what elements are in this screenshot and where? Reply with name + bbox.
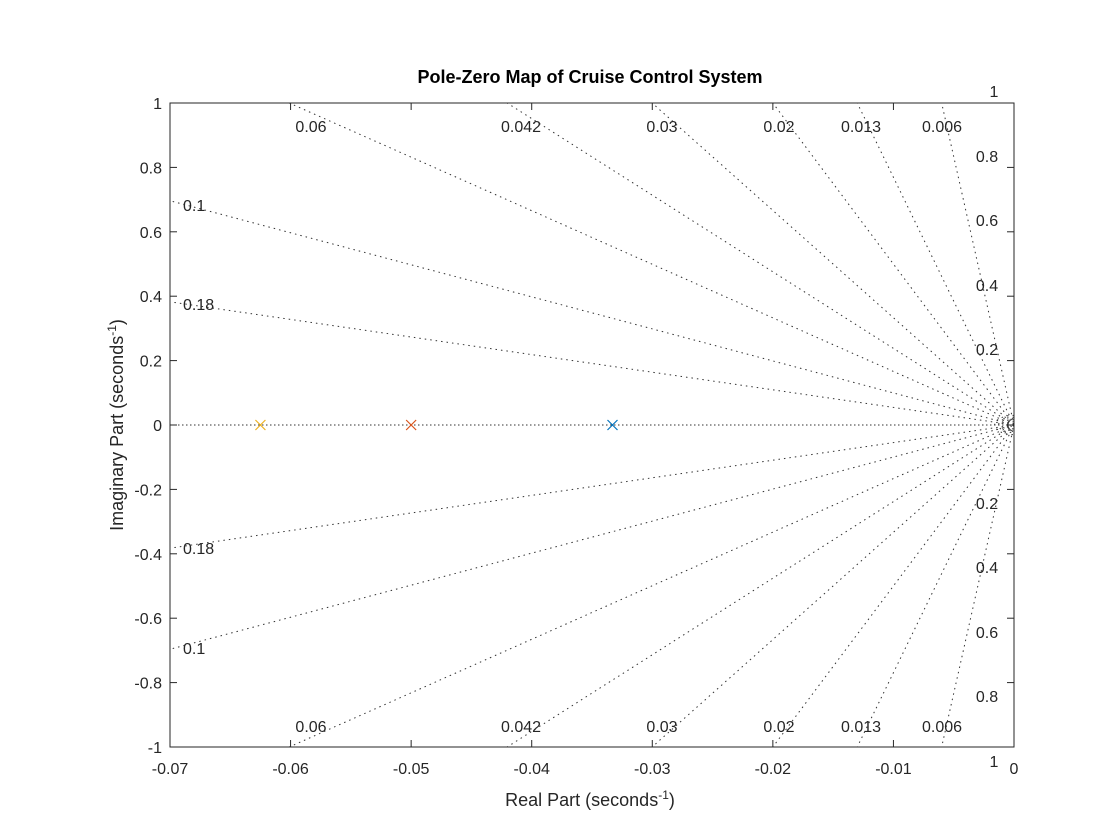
y-tick-label: -0.6 xyxy=(134,611,162,628)
damping-label-lower: 0.02 xyxy=(763,719,794,736)
frequency-label-4: 0.2 xyxy=(976,342,998,359)
damping-ray-upper-1 xyxy=(506,102,1015,426)
damping-label-upper: 0.03 xyxy=(646,119,677,136)
x-tick-label: -0.02 xyxy=(755,761,792,778)
damping-ray-upper-7 xyxy=(169,301,1015,426)
chart-title: Pole-Zero Map of Cruise Control System xyxy=(417,67,762,87)
y-tick-label: -0.2 xyxy=(134,482,162,499)
damping-label-left-upper: 0.18 xyxy=(183,297,214,314)
y-tick-label: -1 xyxy=(148,740,162,757)
damping-label-upper: 0.06 xyxy=(295,119,326,136)
damping-ray-upper-3 xyxy=(772,102,1015,426)
x-axis-label: Real Part (seconds-1) xyxy=(505,788,675,810)
x-tick-label: -0.04 xyxy=(513,761,550,778)
ticks: -0.07 -0.06 -0.05 -0.04 -0.03 -0.02 -0.01 010.8… xyxy=(134,96,1018,778)
y-axis-label-text: Imaginary Part (seconds xyxy=(107,336,127,531)
y-tick-label: -0.4 xyxy=(134,547,162,564)
frequency-label-0: 1 xyxy=(990,84,999,101)
y-axis-label-exponent: -1 xyxy=(105,325,119,336)
damping-ray-lower-0 xyxy=(289,424,1015,748)
frequency-label-7: 0.6 xyxy=(976,625,998,642)
damping-ray-upper-0 xyxy=(289,102,1015,426)
x-tick-label: 0 xyxy=(1010,761,1019,778)
damping-label-upper: 0.013 xyxy=(841,119,881,136)
damping-label-upper: 0.02 xyxy=(763,119,794,136)
frequency-label-6: 0.4 xyxy=(976,560,998,577)
y-tick-label: 0.2 xyxy=(140,354,162,371)
frequency-arc-0 xyxy=(1009,422,1015,428)
damping-ray-upper-5 xyxy=(941,102,1015,426)
damping-ray-lower-4 xyxy=(856,424,1015,748)
y-tick-label: 1 xyxy=(153,96,162,113)
y-tick-label: 0 xyxy=(153,418,162,435)
frequency-label-9: 1 xyxy=(990,754,999,771)
damping-ray-lower-3 xyxy=(772,424,1015,748)
pole-marker-stroke xyxy=(405,419,417,431)
x-tick-label: -0.07 xyxy=(152,761,189,778)
damping-label-lower: 0.03 xyxy=(646,719,677,736)
x-tick-label: -0.06 xyxy=(272,761,309,778)
damping-label-left-upper: 0.1 xyxy=(183,198,205,215)
damping-ray-lower-7 xyxy=(169,424,1015,549)
frequency-label-3: 0.4 xyxy=(976,278,998,295)
x-axis-label-exponent: -1 xyxy=(658,788,669,802)
x-tick-label: -0.01 xyxy=(875,761,912,778)
damping-ray-lower-1 xyxy=(506,424,1015,748)
y-tick-label: 0.6 xyxy=(140,225,162,242)
pole-marker-1 xyxy=(405,419,417,431)
damping-label-upper: 0.042 xyxy=(501,119,541,136)
frequency-label-2: 0.6 xyxy=(976,213,998,230)
pole-marker-2 xyxy=(255,419,266,431)
damping-label-left-lower: 0.18 xyxy=(183,541,214,558)
pole-marker-0 xyxy=(607,419,618,431)
damping-label-lower: 0.042 xyxy=(501,719,541,736)
y-axis-label: Imaginary Part (seconds-1) xyxy=(105,319,127,531)
pole-marker-stroke xyxy=(607,419,618,431)
damping-label-lower: 0.013 xyxy=(841,719,881,736)
damping-ray-upper-2 xyxy=(651,102,1015,426)
damping-label-lower: 0.06 xyxy=(295,719,326,736)
grid-layer: 0.06 0.06 0.042 0.042 0.03 0.03 0.02 0.02 0.013 0… xyxy=(169,84,1015,771)
damping-label-lower: 0.006 xyxy=(922,719,962,736)
y-tick-label: 0.4 xyxy=(140,289,162,306)
damping-ray-lower-2 xyxy=(651,424,1015,748)
x-tick-label: -0.03 xyxy=(634,761,671,778)
frequency-label-8: 0.8 xyxy=(976,689,998,706)
damping-ray-lower-5 xyxy=(941,424,1015,748)
y-tick-label: -0.8 xyxy=(134,676,162,693)
y-tick-label: 0.8 xyxy=(140,160,162,177)
pole-marker-stroke xyxy=(255,419,266,431)
frequency-arc-3 xyxy=(998,416,1015,434)
damping-label-left-lower: 0.1 xyxy=(183,641,205,658)
frequency-label-5: 0.2 xyxy=(976,496,998,513)
pole-markers xyxy=(255,419,618,431)
damping-label-upper: 0.006 xyxy=(922,119,962,136)
frequency-label-1: 0.8 xyxy=(976,149,998,166)
x-axis-label-text: Real Part (seconds xyxy=(505,790,658,810)
x-tick-label: -0.05 xyxy=(393,761,430,778)
damping-ray-upper-4 xyxy=(856,102,1015,426)
